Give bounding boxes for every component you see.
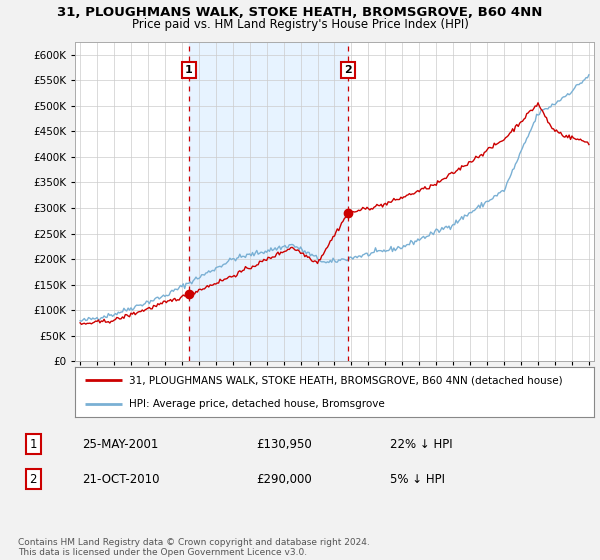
Text: HPI: Average price, detached house, Bromsgrove: HPI: Average price, detached house, Brom… — [130, 399, 385, 409]
Text: 1: 1 — [185, 65, 193, 75]
Bar — [189, 42, 348, 361]
Text: 2: 2 — [344, 65, 352, 75]
Text: 25-MAY-2001: 25-MAY-2001 — [82, 437, 158, 451]
Text: Contains HM Land Registry data © Crown copyright and database right 2024.
This d: Contains HM Land Registry data © Crown c… — [18, 538, 370, 557]
Text: 31, PLOUGHMANS WALK, STOKE HEATH, BROMSGROVE, B60 4NN: 31, PLOUGHMANS WALK, STOKE HEATH, BROMSG… — [58, 6, 542, 18]
Text: £130,950: £130,950 — [256, 437, 312, 451]
Text: Price paid vs. HM Land Registry's House Price Index (HPI): Price paid vs. HM Land Registry's House … — [131, 18, 469, 31]
Text: 22% ↓ HPI: 22% ↓ HPI — [391, 437, 453, 451]
Text: 1: 1 — [29, 437, 37, 451]
Text: 21-OCT-2010: 21-OCT-2010 — [82, 473, 160, 486]
Text: £290,000: £290,000 — [256, 473, 312, 486]
Text: 31, PLOUGHMANS WALK, STOKE HEATH, BROMSGROVE, B60 4NN (detached house): 31, PLOUGHMANS WALK, STOKE HEATH, BROMSG… — [130, 375, 563, 385]
Text: 2: 2 — [29, 473, 37, 486]
Text: 5% ↓ HPI: 5% ↓ HPI — [391, 473, 445, 486]
